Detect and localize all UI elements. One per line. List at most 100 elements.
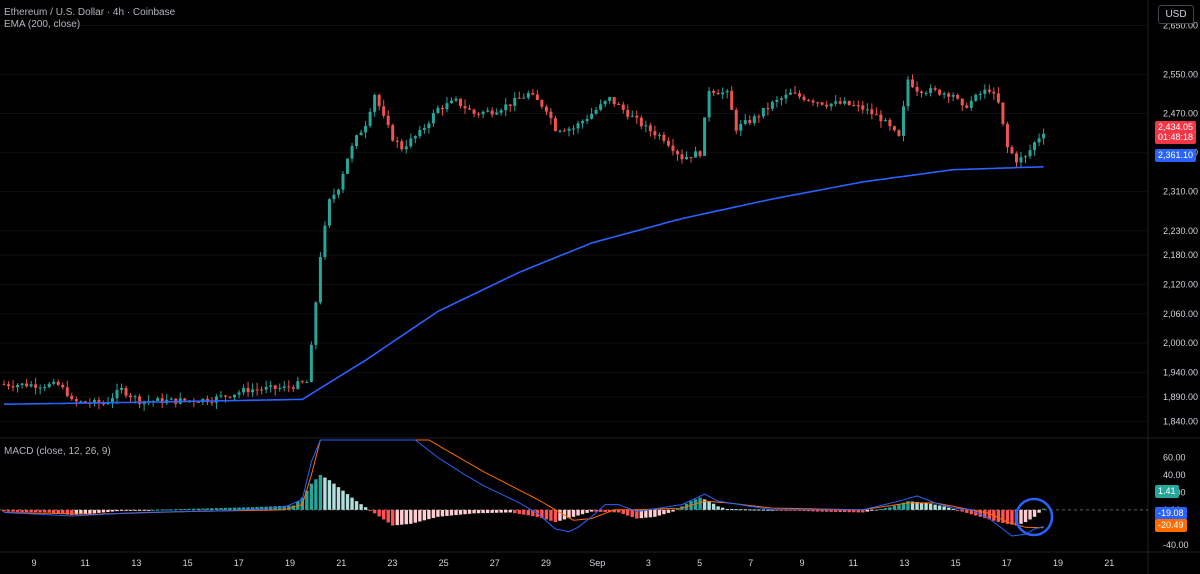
histogram-bar <box>951 508 955 510</box>
histogram-bar <box>897 504 901 510</box>
candle-body <box>34 384 38 388</box>
histogram-bar <box>327 480 332 510</box>
candle-body <box>101 403 105 405</box>
histogram-bar <box>11 509 15 512</box>
candle-body <box>214 396 218 403</box>
candle-body <box>535 94 539 101</box>
candle-body <box>504 104 508 111</box>
candle-body <box>477 113 481 115</box>
histogram-bar <box>372 509 377 514</box>
candle-body <box>129 395 133 398</box>
time-tick-label: 9 <box>799 558 804 568</box>
candle-body <box>264 386 268 390</box>
histogram-bar <box>580 509 585 515</box>
histogram-bar <box>137 509 142 511</box>
candle-body <box>56 381 60 385</box>
ema-price-badge: 2,361.10 <box>1155 149 1197 162</box>
histogram-bar <box>490 509 494 513</box>
time-tick-label: 19 <box>285 558 295 568</box>
candle-body <box>698 151 702 156</box>
candle-body <box>7 384 11 387</box>
candle-body <box>861 105 865 110</box>
time-tick-label: 27 <box>490 558 500 568</box>
candle-body <box>120 387 124 390</box>
time-tick-label: 23 <box>387 558 397 568</box>
candle-body <box>287 386 291 388</box>
histogram-bar <box>187 508 192 510</box>
histogram-bar <box>6 509 11 512</box>
candle-body <box>594 109 598 114</box>
histogram-bar <box>526 509 531 516</box>
histogram-bar <box>124 509 128 511</box>
histogram-bar <box>607 509 612 513</box>
candle-body <box>662 134 666 141</box>
candle-body <box>1005 123 1009 148</box>
candle-body <box>562 130 566 132</box>
candle-body <box>404 146 408 150</box>
histogram-bar <box>232 507 237 510</box>
candle-body <box>639 117 643 127</box>
candle-body <box>431 113 435 124</box>
candle-body <box>314 302 318 345</box>
price-tick-label: 2,000.00 <box>1163 338 1198 348</box>
candle-body <box>838 101 842 104</box>
candle-body <box>874 114 878 116</box>
candle-body <box>327 199 331 226</box>
histogram-bar <box>56 509 60 514</box>
histogram-bar <box>965 509 969 513</box>
candle-body <box>156 398 160 402</box>
histogram-bar <box>883 508 888 510</box>
candle-body <box>517 97 521 99</box>
candle-body <box>1014 153 1018 163</box>
candle-body <box>169 398 173 400</box>
histogram-bar <box>576 509 580 516</box>
histogram-bar <box>621 509 625 514</box>
histogram-bar <box>205 508 210 510</box>
histogram-bar <box>892 505 897 510</box>
histogram-bar <box>458 509 463 515</box>
histogram-bar <box>725 508 729 510</box>
histogram-bar <box>61 509 65 515</box>
histogram-bar <box>70 509 74 516</box>
macd-legend: MACD (close, 12, 26, 9) <box>4 446 111 457</box>
histogram-bar <box>942 506 946 510</box>
candle-body <box>996 93 1000 103</box>
candle-body <box>350 146 354 159</box>
candle-body <box>865 109 869 111</box>
histogram-bar <box>133 509 137 511</box>
histogram-bar <box>309 483 314 510</box>
candle-body <box>336 189 340 195</box>
histogram-bar <box>1023 509 1028 523</box>
candle-body <box>278 387 282 389</box>
candle-body <box>273 385 277 389</box>
candle-body <box>486 110 490 112</box>
histogram-bar <box>752 509 757 511</box>
candle-body <box>585 118 589 122</box>
candle-body <box>20 383 24 386</box>
histogram-bar <box>363 507 368 510</box>
candle-body <box>666 140 670 146</box>
currency-button[interactable]: USD <box>1158 5 1194 24</box>
histogram-badge: 1.41 <box>1155 485 1179 498</box>
histogram-bar <box>391 509 395 526</box>
candle-body <box>974 94 978 101</box>
candle-body <box>332 194 336 200</box>
histogram-bar <box>128 509 133 511</box>
candle-body <box>843 100 847 104</box>
candle-body <box>260 389 264 391</box>
histogram-bar <box>513 509 517 514</box>
histogram-bar <box>174 509 178 511</box>
histogram-bar <box>146 509 151 511</box>
candle-body <box>657 134 661 136</box>
candle-body <box>770 101 774 109</box>
candle-body <box>734 109 738 131</box>
time-tick-label: 15 <box>183 558 193 568</box>
histogram-bar <box>52 509 56 513</box>
time-tick-label: 11 <box>81 558 90 568</box>
histogram-bar <box>119 509 124 511</box>
candle-body <box>65 387 69 396</box>
ema-legend: EMA (200, close) <box>4 19 81 30</box>
candle-body <box>282 386 286 388</box>
histogram-bar <box>928 503 933 510</box>
